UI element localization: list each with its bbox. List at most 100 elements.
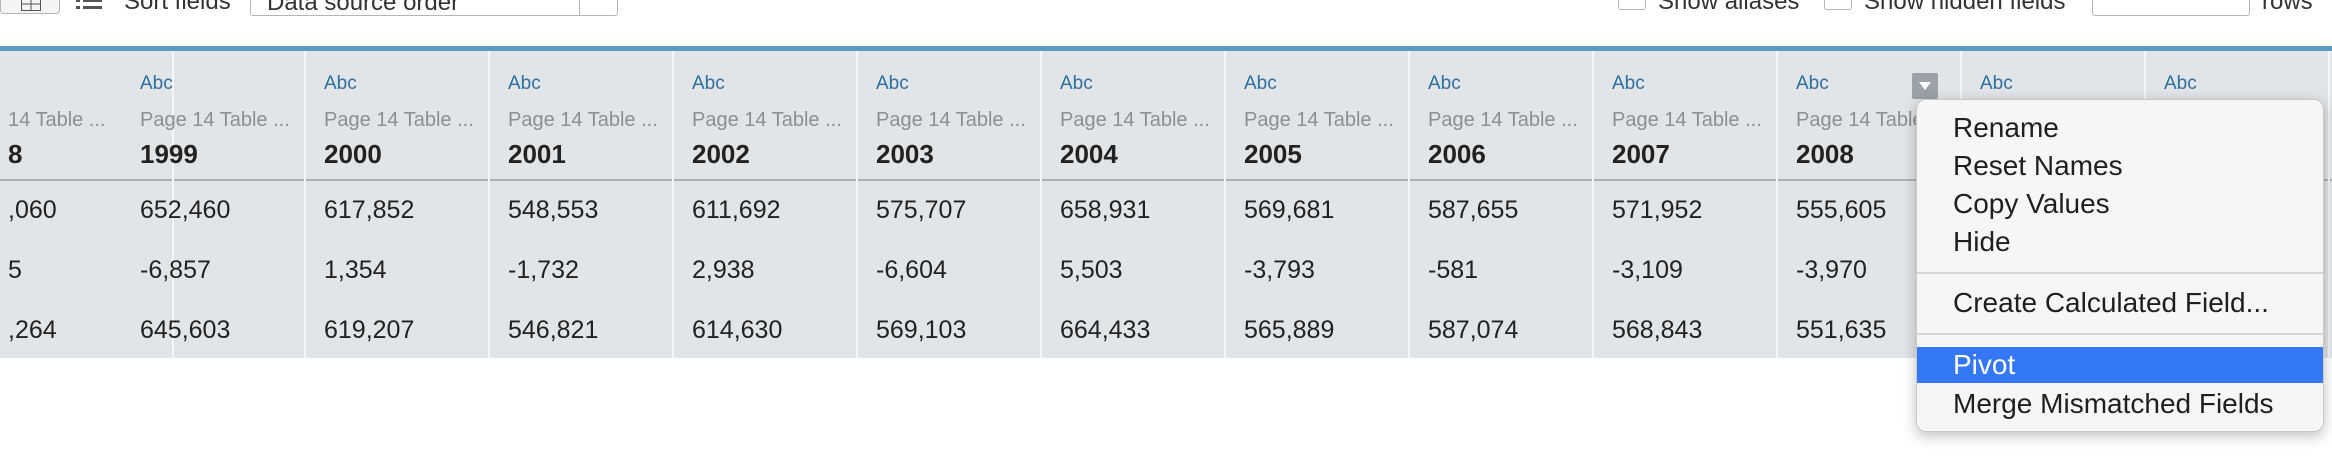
- table-cell: -581: [1428, 256, 1479, 284]
- list-view-icon[interactable]: [76, 0, 102, 10]
- column-name: 2008: [1796, 139, 1854, 169]
- table-cell: 565,889: [1244, 316, 1335, 344]
- show-aliases-checkbox[interactable]: [1618, 0, 1646, 10]
- column-menu-dropdown-icon[interactable]: [1912, 73, 1938, 99]
- chevron-right-icon: ›: [2229, 0, 2235, 6]
- column-2004[interactable]: Abc Page 14 Table ... 2004 658,931 5,503 664,…: [1042, 51, 1226, 358]
- column-source-label: 14 Table ...: [8, 109, 106, 131]
- show-hidden-fields-label: Show hidden fields: [1864, 0, 2066, 15]
- table-cell: ,264: [8, 316, 57, 344]
- column-type-label: Abc: [2164, 73, 2197, 94]
- column-type-label: Abc: [508, 73, 541, 94]
- table-cell: 617,852: [324, 196, 415, 224]
- column-source-label: Page 14 Table ...: [1060, 109, 1210, 131]
- column-name: 2007: [1612, 139, 1670, 169]
- column-type-label: Abc: [1612, 73, 1645, 94]
- column-extra-12[interactable]: Abc: [2146, 51, 2330, 358]
- table-cell: -3,793: [1244, 256, 1315, 284]
- column-2008[interactable]: Abc Page 14 Table 2008 555,605 -3,970 551,635: [1778, 51, 1962, 358]
- table-cell: -3,970: [1796, 256, 1867, 284]
- column-name: 2004: [1060, 139, 1118, 169]
- column-2007[interactable]: Abc Page 14 Table ... 2007 571,952 -3,109 568…: [1594, 51, 1778, 358]
- menu-item-rename[interactable]: Rename: [1953, 112, 2059, 143]
- table-cell: -6,857: [140, 256, 211, 284]
- header-row: [0, 51, 2332, 181]
- column-name: 2003: [876, 139, 934, 169]
- table-cell: 611,692: [692, 196, 781, 224]
- table-cell: -3,109: [1612, 256, 1683, 284]
- table-cell: 571,952: [1612, 196, 1703, 224]
- column-8[interactable]: 14 Table ... 8 ,060 5 ,264: [0, 51, 174, 358]
- column-type-label: Abc: [324, 73, 357, 94]
- column-2002[interactable]: Abc Page 14 Table ... 2002 611,692 2,938 614,…: [674, 51, 858, 358]
- table-cell: 619,207: [324, 316, 415, 344]
- table-cell: 551,635: [1796, 316, 1887, 344]
- column-source-label: Page 14 Table ...: [1612, 109, 1762, 131]
- table-cell: 587,074: [1428, 316, 1519, 344]
- show-hidden-fields-checkbox[interactable]: [1824, 0, 1852, 10]
- menu-item-merge-mismatched-fields[interactable]: Merge Mismatched Fields: [1953, 388, 2274, 419]
- column-type-label: Abc: [692, 73, 725, 94]
- column-1999[interactable]: Abc Page 14 Table ... 1999 652,460 -6,857 645…: [122, 51, 306, 358]
- menu-separator: [1917, 333, 2323, 335]
- column-source-label: Page 14 Table ...: [692, 109, 842, 131]
- column-type-label: Abc: [1796, 73, 1829, 94]
- column-2000[interactable]: Abc Page 14 Table ... 2000 617,852 1,354 619,…: [306, 51, 490, 358]
- column-name: 2006: [1428, 139, 1486, 169]
- table-cell: 546,821: [508, 316, 599, 344]
- table-cell: 5: [8, 256, 22, 284]
- table-cell: -1,732: [508, 256, 579, 284]
- column-name: 2001: [508, 139, 566, 169]
- column-type-label: Abc: [1244, 73, 1277, 94]
- column-type-label: Abc: [1060, 73, 1093, 94]
- column-source-label: Page 14 Table ...: [876, 109, 1026, 131]
- table-cell: -6,604: [876, 256, 947, 284]
- column-name: 2002: [692, 139, 750, 169]
- menu-item-pivot[interactable]: Pivot: [1917, 347, 2323, 383]
- menu-item-create-calculated-field[interactable]: Create Calculated Field...: [1953, 287, 2269, 318]
- sort-fields-select[interactable]: Data source order: [250, 0, 618, 16]
- table-cell: 1,354: [324, 256, 387, 284]
- column-source-label: Page 14 Table ...: [1244, 109, 1394, 131]
- menu-item-hide[interactable]: Hide: [1953, 226, 2011, 257]
- table-cell: 664,433: [1060, 316, 1151, 344]
- menu-separator: [1917, 272, 2323, 274]
- sort-fields-label: Sort fields: [124, 0, 231, 15]
- table-cell: 568,843: [1612, 316, 1703, 344]
- menu-item-copy-values[interactable]: Copy Values: [1953, 188, 2110, 219]
- table-cell: 569,103: [876, 316, 967, 344]
- column-type-label: Abc: [1428, 73, 1461, 94]
- column-2005[interactable]: Abc Page 14 Table ... 2005 569,681 -3,793 565…: [1226, 51, 1410, 358]
- rows-count-select[interactable]: ›: [2092, 0, 2250, 16]
- column-type-label: Abc: [1980, 73, 2013, 94]
- table-cell: 587,655: [1428, 196, 1519, 224]
- column-source-label: Page 14 Table ...: [508, 109, 658, 131]
- column-context-menu: Rename Reset Names Copy Values Hide Crea…: [1916, 99, 2324, 432]
- table-cell: 658,931: [1060, 196, 1151, 224]
- column-name: 8: [8, 139, 23, 169]
- table-cell: 5,503: [1060, 256, 1123, 284]
- column-source-label: Page 14 Table ...: [324, 109, 474, 131]
- column-type-label: Abc: [140, 73, 173, 94]
- table-cell: 652,460: [140, 196, 231, 224]
- sort-fields-value: Data source order: [267, 0, 460, 16]
- column-2006[interactable]: Abc Page 14 Table ... 2006 587,655 -581 587,0…: [1410, 51, 1594, 358]
- table-cell: 569,681: [1244, 196, 1335, 224]
- table-cell: 645,603: [140, 316, 231, 344]
- column-name: 1999: [140, 139, 198, 169]
- rows-label: rows: [2262, 0, 2313, 15]
- sort-fields-dropdown-arrow[interactable]: [579, 0, 617, 15]
- table-cell: 575,707: [876, 196, 967, 224]
- column-name: 2005: [1244, 139, 1302, 169]
- column-2003[interactable]: Abc Page 14 Table ... 2003 575,707 -6,604 569…: [858, 51, 1042, 358]
- toolbar: Sort fields Data source order Show alias…: [0, 0, 2332, 30]
- table-cell: 2,938: [692, 256, 755, 284]
- menu-item-reset-names[interactable]: Reset Names: [1953, 150, 2123, 181]
- table-cell: ,060: [8, 196, 57, 224]
- grid-view-button[interactable]: [0, 0, 60, 14]
- column-source-label: Page 14 Table ...: [140, 109, 290, 131]
- table-cell: 614,630: [692, 316, 783, 344]
- column-2001[interactable]: Abc Page 14 Table ... 2001 548,553 -1,732 546…: [490, 51, 674, 358]
- table-cell: 555,605: [1796, 196, 1887, 224]
- show-aliases-label: Show aliases: [1658, 0, 1800, 15]
